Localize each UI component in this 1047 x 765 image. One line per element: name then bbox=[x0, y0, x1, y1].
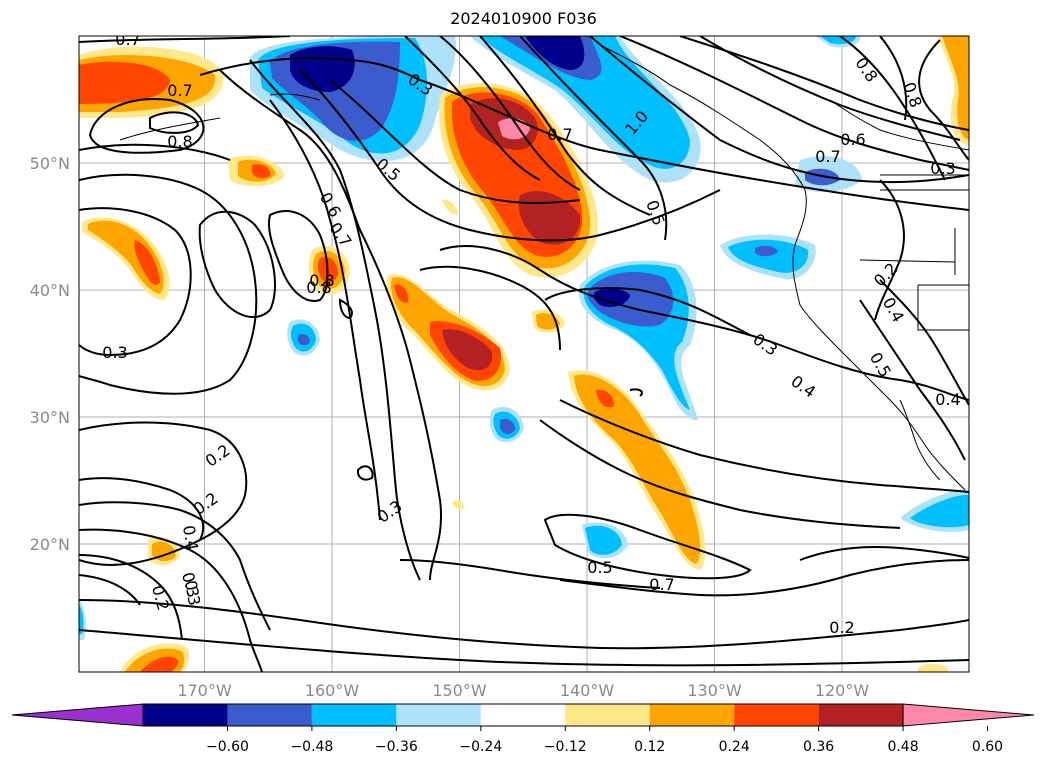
contour-label: 0.4 bbox=[179, 524, 202, 552]
contour-label: 0.2 bbox=[829, 618, 854, 637]
contour-label: 0.4 bbox=[935, 390, 960, 409]
colorbar-tick-label: 0.24 bbox=[719, 739, 750, 755]
contour-label: 0.8 bbox=[306, 278, 331, 297]
contour-label: 0.7 bbox=[115, 30, 140, 49]
latitude-ticks: 50°N 40°N 30°N 20°N bbox=[30, 154, 70, 554]
contour-label: 0.5 bbox=[587, 558, 612, 577]
map-panel: 0.70.70.80.80.30.20.60.70.80.30.20.30.40… bbox=[79, 30, 969, 672]
colorbar-bin bbox=[818, 704, 904, 726]
colorbar-bin bbox=[396, 704, 481, 726]
colorbar-tick-label: −0.48 bbox=[290, 739, 333, 755]
colorbar-extend-low bbox=[11, 703, 144, 727]
contour-label: 0.3 bbox=[181, 579, 204, 607]
lat-tick-label: 50°N bbox=[30, 154, 70, 173]
map-title: 2024010900 F036 bbox=[450, 9, 597, 28]
colorbar-bin bbox=[480, 704, 566, 726]
colorbar-tick-label: 0.12 bbox=[634, 739, 665, 755]
colorbar-bin bbox=[649, 704, 735, 726]
contour-label: 0.8 bbox=[167, 132, 192, 151]
colorbar: −0.60 −0.48 −0.36 −0.24 −0.12 0.12 0.24 0.36 0.4… bbox=[11, 703, 1035, 755]
contour-label: 0.8 bbox=[309, 271, 334, 290]
colorbar-tick-label: 0.60 bbox=[972, 739, 1003, 755]
colorbar-tick-label: 0.36 bbox=[803, 739, 834, 755]
colorbar-bin bbox=[227, 704, 312, 726]
contour-labels: 0.70.70.80.80.30.20.60.70.80.30.20.30.40… bbox=[102, 30, 960, 637]
lon-tick-label: 140°W bbox=[560, 681, 615, 700]
contour-label: 0.7 bbox=[167, 81, 192, 100]
colorbar-tick-label: 0.48 bbox=[887, 739, 918, 755]
contour-label: 0.6 bbox=[840, 130, 865, 149]
contour-label: 0.3 bbox=[102, 343, 127, 362]
colorbar-tick-label: −0.12 bbox=[544, 739, 587, 755]
contour-label: 0.7 bbox=[815, 147, 840, 166]
contour-lines bbox=[79, 36, 969, 672]
lon-tick-label: 120°W bbox=[815, 681, 870, 700]
coastline bbox=[119, 44, 969, 491]
lon-tick-label: 170°W bbox=[177, 681, 232, 700]
colorbar-tick-label: −0.60 bbox=[206, 739, 249, 755]
lon-tick-label: 130°W bbox=[687, 681, 742, 700]
colorbar-tick-label: −0.24 bbox=[459, 739, 502, 755]
colorbar-bin bbox=[143, 704, 228, 726]
contour-label: 0.7 bbox=[649, 575, 674, 594]
longitude-ticks: 170°W 160°W 150°W 140°W 130°W 120°W bbox=[177, 681, 869, 700]
colorbar-frame bbox=[142, 703, 904, 727]
colorbar-extend-high bbox=[902, 703, 1035, 727]
colorbar-bin bbox=[311, 704, 397, 726]
lat-tick-label: 30°N bbox=[30, 408, 70, 427]
colorbar-bin bbox=[734, 704, 819, 726]
map-frame bbox=[78, 35, 970, 673]
colorbar-tick-label: −0.36 bbox=[375, 739, 418, 755]
lat-tick-label: 40°N bbox=[30, 281, 70, 300]
lon-tick-label: 150°W bbox=[432, 681, 487, 700]
colorbar-bin bbox=[565, 704, 650, 726]
lat-tick-label: 20°N bbox=[30, 535, 70, 554]
contour-label: 0.3 bbox=[930, 159, 955, 178]
contour-label: 0.7 bbox=[547, 125, 572, 144]
lon-tick-label: 160°W bbox=[305, 681, 360, 700]
